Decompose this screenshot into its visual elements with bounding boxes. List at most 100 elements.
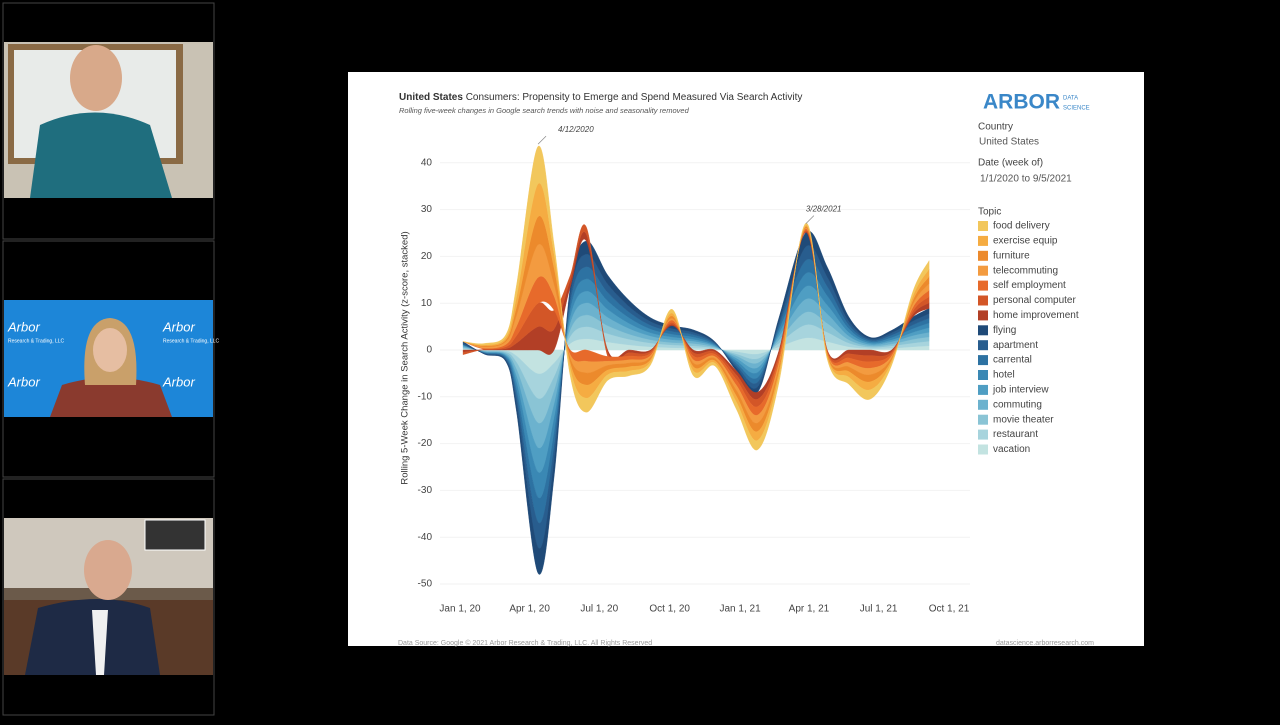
filter-label: Country — [978, 122, 1013, 133]
legend-swatch — [978, 429, 988, 440]
y-tick-label: 10 — [421, 298, 433, 309]
legend-label: movie theater — [993, 414, 1054, 425]
person-body — [25, 599, 160, 675]
legend-swatch — [978, 414, 988, 425]
banner-brand: Arbor — [7, 374, 40, 389]
annotation: 4/12/2020 — [558, 125, 594, 134]
legend-item[interactable]: personal computer — [978, 295, 1076, 306]
x-tick-label: Apr 1, 20 — [509, 604, 550, 615]
x-tick-label: Oct 1, 20 — [649, 604, 690, 615]
video-tile[interactable] — [2, 2, 215, 240]
legend-item[interactable]: hotel — [978, 370, 1015, 381]
banner-brand: Arbor — [162, 319, 195, 334]
legend-item[interactable]: flying — [978, 325, 1016, 336]
legend-label: vacation — [993, 444, 1030, 455]
legend-label: apartment — [993, 340, 1038, 351]
person-body — [50, 377, 172, 417]
legend-swatch — [978, 221, 988, 231]
legend-label: carrental — [993, 355, 1032, 366]
filter-value[interactable]: United States — [979, 137, 1039, 148]
banner-brand: Arbor — [162, 374, 195, 389]
legend-swatch — [978, 235, 988, 246]
legend-swatch — [978, 399, 988, 410]
legend-label: home improvement — [993, 310, 1079, 321]
legend-item[interactable]: furniture — [978, 250, 1030, 261]
title-text: Consumers: Propensity to Emerge and Spen… — [466, 92, 803, 103]
legend-label: flying — [993, 325, 1016, 336]
banner-tagline: Research & Trading, LLC — [163, 338, 220, 344]
logo: ARBOR — [983, 91, 1060, 114]
x-tick-label: Apr 1, 21 — [789, 604, 830, 615]
person-head — [70, 45, 122, 111]
chart-subtitle: Rolling five-week changes in Google sear… — [399, 106, 690, 115]
legend-item[interactable]: telecommuting — [978, 265, 1058, 276]
legend-swatch — [978, 280, 988, 291]
stream-layer — [463, 146, 930, 451]
legend-title: Topic — [978, 207, 1001, 218]
y-tick-label: -10 — [418, 391, 433, 402]
legend-item[interactable]: job interview — [978, 385, 1049, 396]
y-tick-label: -20 — [418, 438, 433, 449]
legend-label: personal computer — [993, 295, 1076, 306]
legend-label: furniture — [993, 250, 1030, 261]
legend-item[interactable]: vacation — [978, 444, 1030, 455]
legend-item[interactable]: self employment — [978, 280, 1066, 291]
legend-swatch — [978, 384, 988, 395]
legend-item[interactable]: exercise equip — [978, 236, 1058, 247]
legend-item[interactable]: apartment — [978, 340, 1038, 351]
person-head — [93, 328, 127, 372]
shirt — [92, 610, 108, 675]
banner-tagline: Research & Trading, LLC — [8, 338, 65, 344]
legend-item[interactable]: food delivery — [978, 221, 1050, 232]
y-tick-label: 30 — [421, 204, 433, 215]
legend-item[interactable]: carrental — [978, 355, 1032, 366]
logo-sub: SCIENCE — [1063, 106, 1090, 112]
y-tick-label: 40 — [421, 157, 433, 168]
legend-label: hotel — [993, 370, 1015, 381]
annotation-leader — [805, 215, 815, 224]
annotation-leader — [537, 135, 547, 145]
x-tick-label: Jul 1, 21 — [860, 604, 898, 615]
legend-swatch — [978, 295, 988, 306]
chart-title: United States Consumers: Propensity to E… — [399, 92, 802, 103]
legend-swatch — [978, 444, 988, 455]
filter-label: Date (week of) — [978, 158, 1043, 169]
y-tick-label: -30 — [418, 485, 433, 496]
y-tick-label: 20 — [421, 251, 433, 262]
legend-item[interactable]: movie theater — [978, 414, 1054, 425]
video-tile[interactable]: Arbor Research & Trading, LLC Arbor Rese… — [2, 240, 220, 478]
legend-label: job interview — [992, 385, 1049, 396]
footer: Data Source: Google © 2021 Arbor Researc… — [398, 639, 652, 647]
y-axis-label: Rolling 5-Week Change in Search Activity… — [400, 231, 411, 484]
banner-brand: Arbor — [7, 319, 40, 334]
legend-label: self employment — [993, 280, 1066, 291]
legend-swatch — [978, 265, 988, 276]
video-tile[interactable] — [2, 478, 215, 716]
legend-swatch — [978, 250, 988, 261]
title-prefix: United States — [399, 92, 463, 103]
annotation: 3/28/2021 — [806, 205, 842, 214]
stream-layers — [462, 146, 930, 575]
legend-swatch — [978, 340, 988, 351]
person-head — [84, 540, 132, 600]
legend-swatch — [978, 355, 988, 366]
legend-item[interactable]: commuting — [978, 399, 1042, 410]
x-tick-label: Oct 1, 21 — [929, 604, 970, 615]
picture — [144, 519, 206, 551]
filter-value[interactable]: 1/1/2020 to 9/5/2021 — [980, 174, 1072, 185]
person-body — [30, 112, 172, 198]
y-tick-label: 0 — [426, 345, 432, 356]
legend-label: restaurant — [993, 429, 1038, 440]
legend-swatch — [978, 370, 988, 380]
x-tick-label: Jul 1, 20 — [580, 604, 618, 615]
x-tick-label: Jan 1, 21 — [720, 604, 762, 615]
legend-label: food delivery — [993, 221, 1050, 232]
legend-item[interactable]: home improvement — [978, 310, 1079, 321]
legend-item[interactable]: restaurant — [978, 429, 1038, 440]
y-tick-label: -40 — [418, 532, 433, 543]
legend-swatch — [978, 310, 988, 321]
logo-sub: DATA — [1063, 96, 1078, 102]
footer: datascience.arborresearch.com — [996, 640, 1094, 647]
stream-layer — [462, 224, 930, 408]
